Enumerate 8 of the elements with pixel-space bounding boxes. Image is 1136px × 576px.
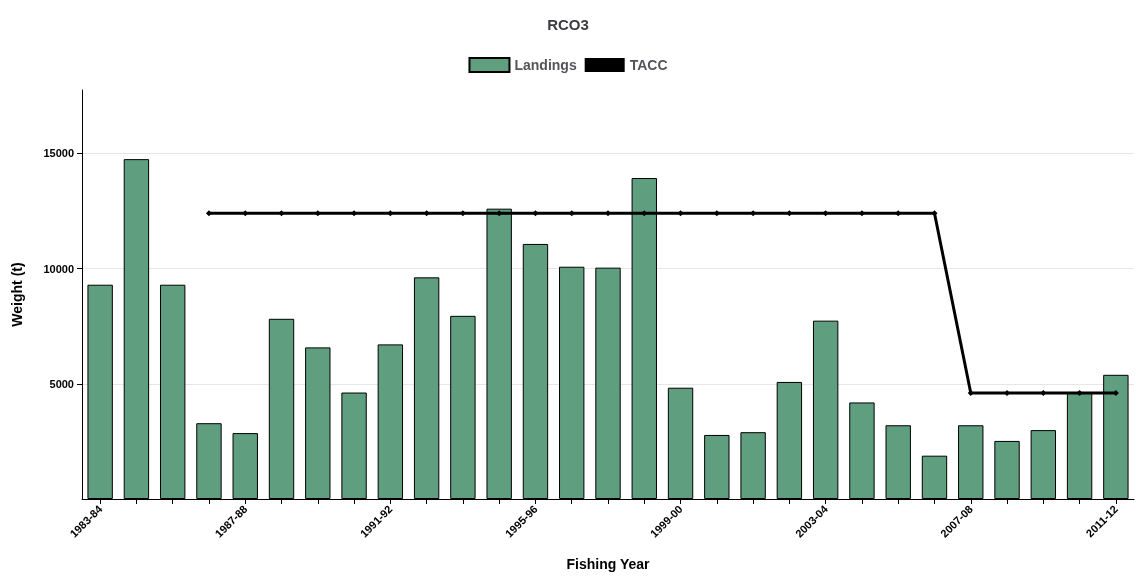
y-axis-title: Weight (t) [9, 262, 25, 327]
y-tick-label: 10000 [43, 262, 74, 275]
y-tick-label: 15000 [43, 147, 74, 160]
y-tick-label: 5000 [49, 377, 74, 390]
chart-title: RCO3 [547, 16, 589, 33]
x-axis-title: Fishing Year [566, 556, 651, 572]
legend-label: Landings [514, 57, 577, 73]
legend-label: TACC [629, 57, 668, 73]
